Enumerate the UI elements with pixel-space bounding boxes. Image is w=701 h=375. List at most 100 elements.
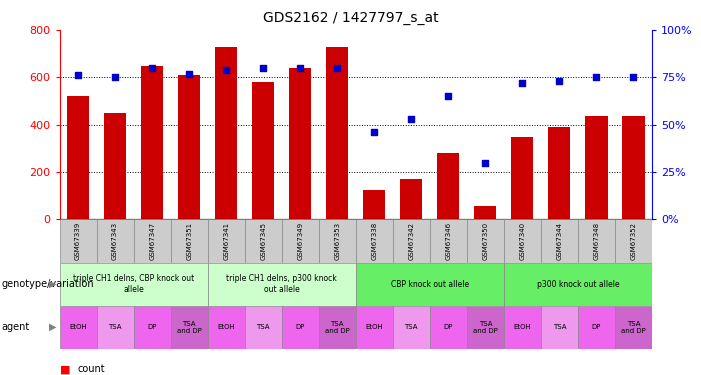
Bar	[67, 96, 89, 219]
Point	[221, 67, 232, 73]
Text: TSA
and DP: TSA and DP	[325, 321, 350, 334]
Text: GSM67349: GSM67349	[297, 222, 304, 260]
Text: GSM67348: GSM67348	[594, 222, 599, 260]
Bar	[467, 219, 504, 262]
Bar	[326, 46, 348, 219]
Bar	[245, 306, 282, 349]
Bar	[170, 306, 207, 349]
Bar	[282, 219, 319, 262]
Bar	[97, 219, 134, 262]
Bar	[245, 219, 282, 262]
Text: ▶: ▶	[48, 279, 56, 289]
Bar	[430, 219, 467, 262]
Text: GSM67346: GSM67346	[445, 222, 451, 260]
Text: ▶: ▶	[48, 322, 56, 332]
Bar	[289, 68, 311, 219]
Bar	[170, 219, 207, 262]
Text: triple CH1 delns, CBP knock out
allele: triple CH1 delns, CBP knock out allele	[73, 274, 194, 294]
Bar	[541, 306, 578, 349]
Text: TSA: TSA	[552, 324, 566, 330]
Text: TSA
and DP: TSA and DP	[473, 321, 498, 334]
Bar	[207, 306, 245, 349]
Bar	[252, 82, 274, 219]
Text: CBP knock out allele: CBP knock out allele	[390, 280, 469, 289]
Bar	[393, 306, 430, 349]
Text: DP: DP	[147, 324, 157, 330]
Text: GSM67350: GSM67350	[482, 222, 489, 260]
Bar	[541, 219, 578, 262]
Bar	[134, 306, 170, 349]
Bar	[585, 116, 608, 219]
Bar	[355, 262, 504, 306]
Bar	[215, 46, 237, 219]
Point	[184, 70, 195, 76]
Bar	[467, 306, 504, 349]
Bar	[578, 219, 615, 262]
Bar	[578, 306, 615, 349]
Bar	[430, 306, 467, 349]
Bar	[282, 306, 319, 349]
Text: count: count	[77, 364, 104, 374]
Bar	[474, 206, 496, 219]
Point	[628, 74, 639, 80]
Bar	[104, 113, 126, 219]
Text: EtOH: EtOH	[69, 324, 87, 330]
Bar	[134, 219, 170, 262]
Text: DP: DP	[444, 324, 453, 330]
Text: GSM67338: GSM67338	[372, 222, 377, 260]
Text: GSM67343: GSM67343	[112, 222, 118, 260]
Text: GSM67344: GSM67344	[557, 222, 562, 260]
Bar	[622, 116, 644, 219]
Point	[294, 65, 306, 71]
Text: genotype/variation: genotype/variation	[1, 279, 94, 289]
Bar	[363, 190, 386, 219]
Text: EtOH: EtOH	[365, 324, 383, 330]
Text: p300 knock out allele: p300 knock out allele	[536, 280, 619, 289]
Text: GSM67339: GSM67339	[75, 222, 81, 260]
Bar	[207, 262, 355, 306]
Text: GSM67347: GSM67347	[149, 222, 155, 260]
Text: DP: DP	[296, 324, 305, 330]
Text: ■: ■	[60, 364, 70, 374]
Bar	[319, 306, 355, 349]
Text: TSA: TSA	[404, 324, 418, 330]
Point	[109, 74, 121, 80]
Bar	[437, 153, 459, 219]
Text: GSM67342: GSM67342	[408, 222, 414, 260]
Point	[332, 65, 343, 71]
Text: GSM67353: GSM67353	[334, 222, 340, 260]
Point	[147, 65, 158, 71]
Bar	[511, 136, 533, 219]
Text: DP: DP	[592, 324, 601, 330]
Bar	[60, 306, 97, 349]
Bar	[400, 179, 423, 219]
Point	[554, 78, 565, 84]
Text: GSM67345: GSM67345	[260, 222, 266, 260]
Point	[257, 65, 268, 71]
Bar	[319, 219, 355, 262]
Text: EtOH: EtOH	[513, 324, 531, 330]
Bar	[504, 306, 541, 349]
Bar	[393, 219, 430, 262]
Bar	[504, 219, 541, 262]
Point	[517, 80, 528, 86]
Text: TSA
and DP: TSA and DP	[621, 321, 646, 334]
Text: EtOH: EtOH	[217, 324, 235, 330]
Bar	[207, 219, 245, 262]
Bar	[97, 306, 134, 349]
Bar	[504, 262, 652, 306]
Text: TSA
and DP: TSA and DP	[177, 321, 201, 334]
Point	[591, 74, 602, 80]
Point	[406, 116, 417, 122]
Bar	[60, 262, 207, 306]
Text: GSM67351: GSM67351	[186, 222, 192, 260]
Bar	[615, 219, 652, 262]
Text: agent: agent	[1, 322, 29, 332]
Bar	[355, 306, 393, 349]
Bar	[178, 75, 200, 219]
Text: TSA: TSA	[257, 324, 270, 330]
Text: TSA: TSA	[109, 324, 122, 330]
Bar	[355, 219, 393, 262]
Point	[443, 93, 454, 99]
Text: GSM67341: GSM67341	[223, 222, 229, 260]
